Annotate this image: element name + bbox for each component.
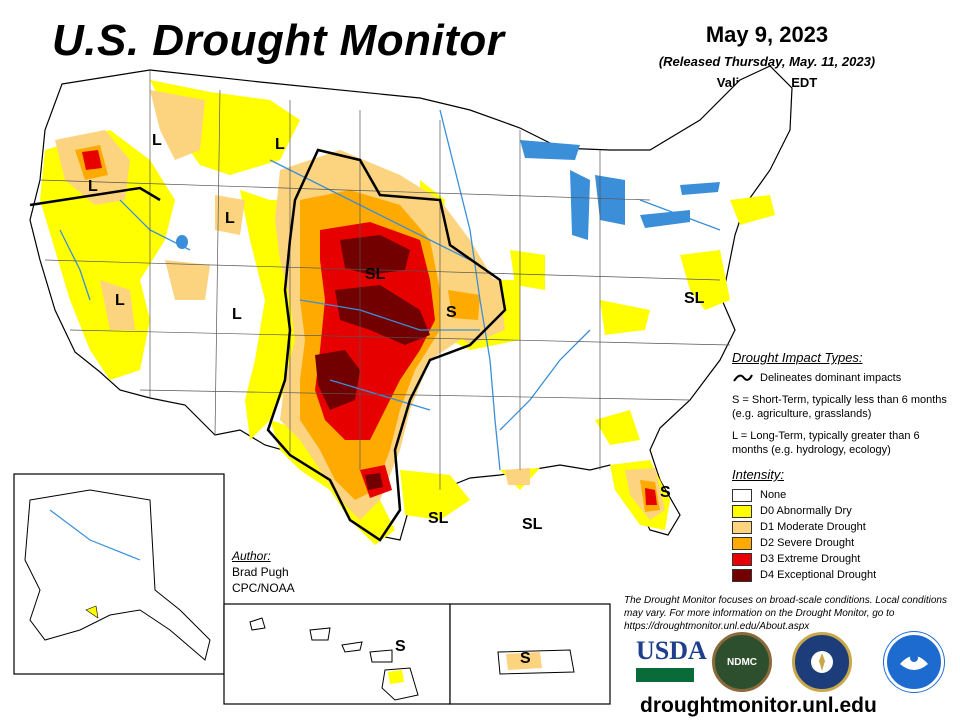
impact-label: SL xyxy=(684,290,705,307)
disclaimer: The Drought Monitor focuses on broad-sca… xyxy=(624,595,947,632)
intensity-label: None xyxy=(760,489,787,501)
intensity-label: D1 Moderate Drought xyxy=(760,521,866,533)
intensity-row: None xyxy=(732,488,952,502)
impact-label: S xyxy=(520,650,531,667)
release-date: (Released Thursday, May. 11, 2023) xyxy=(658,54,876,69)
lakes xyxy=(176,140,720,249)
impact-label: S xyxy=(660,484,671,501)
delineation-line-icon xyxy=(733,374,753,382)
impact-label: L xyxy=(275,136,285,153)
legend: Drought Impact Types: Delineates dominan… xyxy=(732,350,952,584)
d4-layer xyxy=(315,235,430,490)
intensity-row: D3 Extreme Drought xyxy=(732,552,952,566)
intensity-row: D1 Moderate Drought xyxy=(732,520,952,534)
intensity-swatch xyxy=(732,520,752,534)
intensity-row: D2 Severe Drought xyxy=(732,536,952,550)
impact-label: L xyxy=(88,178,98,195)
author-block: Author: Brad Pugh CPC/NOAA xyxy=(232,548,295,596)
intensity-swatch xyxy=(732,552,752,566)
state-lines xyxy=(39,70,731,490)
commerce-seal-icon xyxy=(792,632,852,692)
map-date: May 9, 2023 xyxy=(705,22,829,47)
impact-label: L xyxy=(115,292,125,309)
intensity-swatch xyxy=(732,488,752,502)
usda-logo: USDA xyxy=(636,636,707,665)
delineates-row: Delineates dominant impacts xyxy=(732,371,952,385)
intensity-label: D0 Abnormally Dry xyxy=(760,505,852,517)
map-title: U.S. Drought Monitor xyxy=(52,16,505,65)
intensity-title: Intensity: xyxy=(732,467,785,482)
author-name: Brad Pugh xyxy=(232,565,289,579)
intensity-swatch xyxy=(732,504,752,518)
impact-label: SL xyxy=(365,266,386,283)
author-org: CPC/NOAA xyxy=(232,581,295,595)
intensity-label: D3 Extreme Drought xyxy=(760,553,861,565)
impact-label: S xyxy=(446,304,457,321)
intensity-swatch xyxy=(732,536,752,550)
impact-types-title: Drought Impact Types: xyxy=(732,350,863,365)
impact-label: L xyxy=(152,132,162,149)
website-link[interactable]: droughtmonitor.unl.edu xyxy=(640,694,877,717)
usda-logo-bar xyxy=(636,668,694,682)
impact-label: L xyxy=(225,210,235,227)
intensity-swatch xyxy=(732,568,752,582)
impact-lines xyxy=(29,148,507,542)
impact-label: SL xyxy=(522,516,543,533)
noaa-logo-icon xyxy=(884,632,944,692)
author-label: Author: xyxy=(232,549,271,563)
intensity-row: D0 Abnormally Dry xyxy=(732,504,952,518)
alaska-shape xyxy=(24,489,211,661)
intensity-list: None D0 Abnormally Dry D1 Moderate Drought… xyxy=(732,488,952,582)
intensity-label: D4 Exceptional Drought xyxy=(760,569,877,581)
delineates-text: Delineates dominant impacts xyxy=(760,372,902,384)
impact-label: SL xyxy=(428,510,449,527)
long-term-text: L = Long-Term, typically greater than 6 … xyxy=(732,430,920,456)
intensity-row: D4 Exceptional Drought xyxy=(732,568,952,582)
short-term-text: S = Short-Term, typically less than 6 mo… xyxy=(732,394,947,420)
impact-label: L xyxy=(232,306,242,323)
ndmc-logo: NDMC xyxy=(712,632,772,692)
impact-label: S xyxy=(395,638,406,655)
intensity-label: D2 Severe Drought xyxy=(760,537,855,549)
